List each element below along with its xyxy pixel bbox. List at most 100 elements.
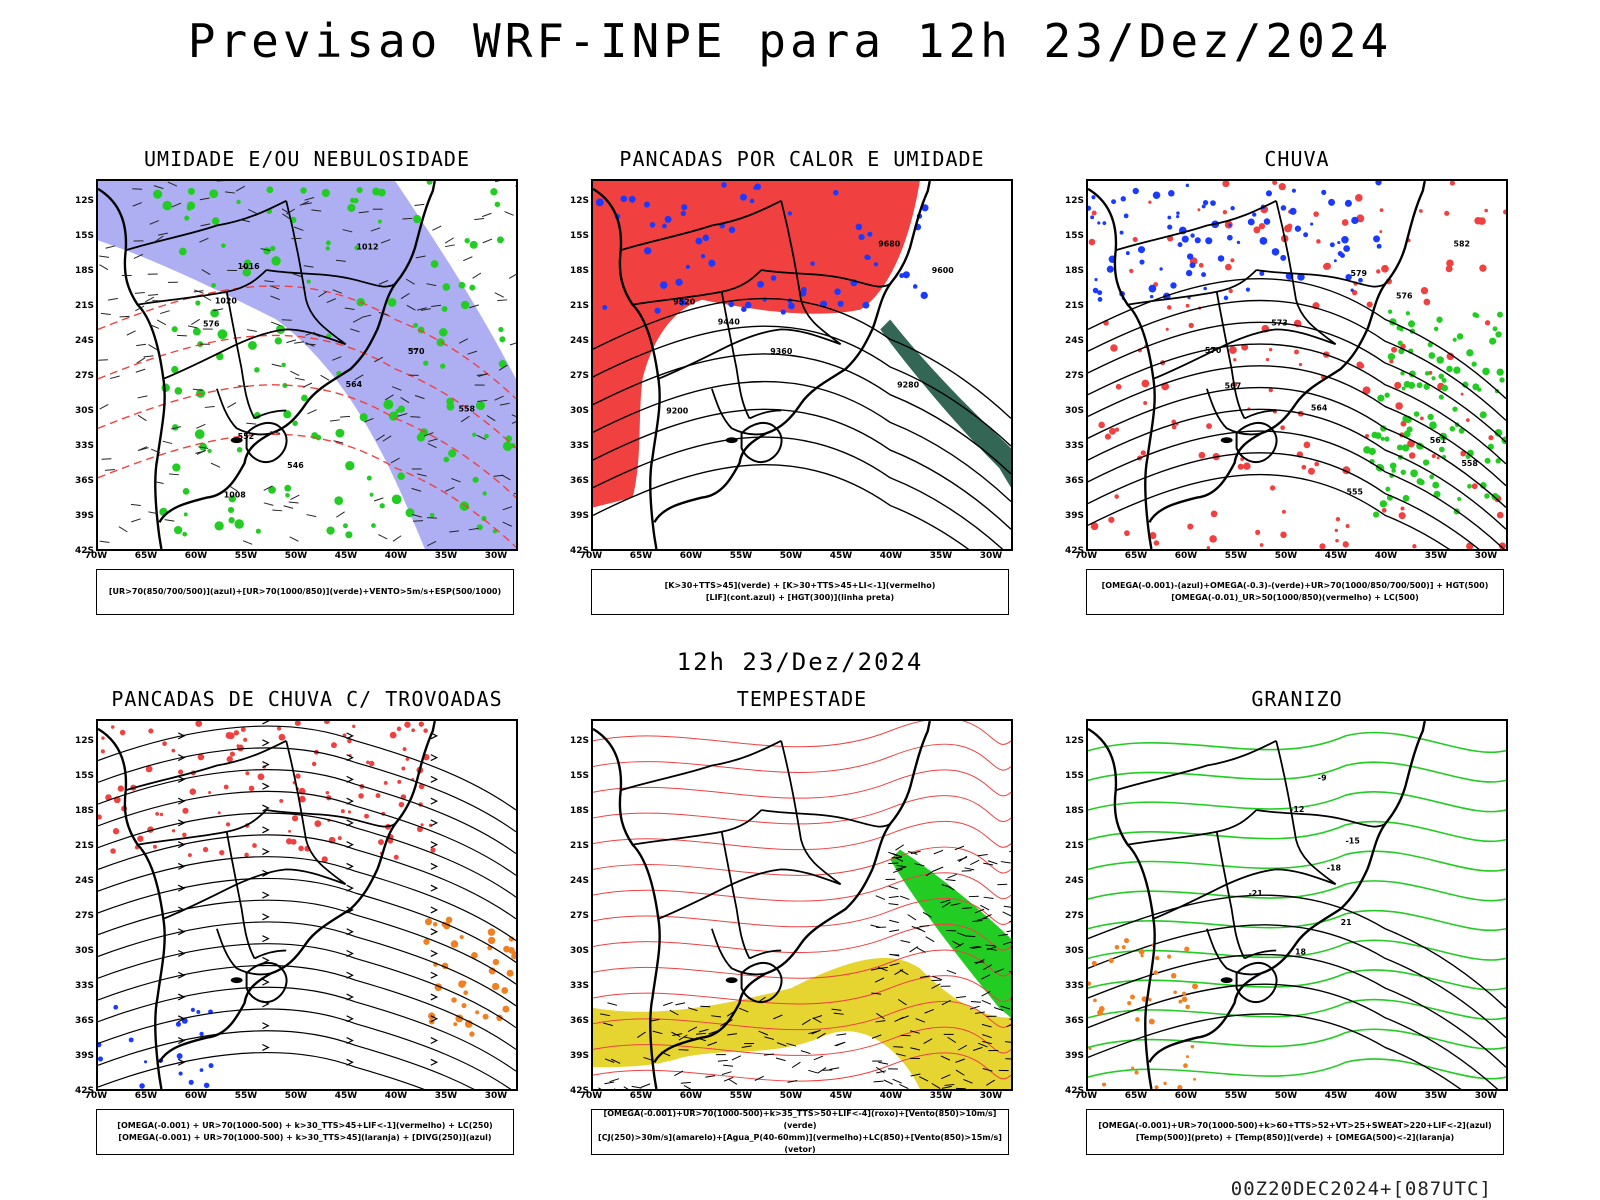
wind-vector [640, 1083, 651, 1088]
map-pancadas-trovoadas [96, 719, 518, 1091]
wind-vector [302, 202, 312, 206]
humidity-low-level [216, 352, 224, 361]
omega-area [1185, 269, 1193, 277]
lat-tick-label: 21S [569, 301, 589, 311]
k-tts-area [880, 319, 1011, 488]
humidity-low-level [243, 259, 252, 267]
streamline-arrow [346, 928, 354, 936]
lif-contour [620, 195, 628, 203]
wind-vector [919, 975, 930, 978]
wind-vector [787, 1080, 798, 1083]
lat-tick-label: 33S [74, 981, 94, 991]
omega-area [1132, 187, 1139, 195]
lat-tick-label: 27S [1064, 371, 1084, 381]
wind-vector [933, 866, 944, 872]
wind-vector [213, 308, 224, 312]
divergence-area [208, 1063, 214, 1069]
wind-vector [373, 497, 384, 502]
omega-strong-area [1432, 481, 1440, 489]
panel-title: UMIDADE E/OU NEBULOSIDADE [143, 147, 471, 171]
wind-vector [472, 272, 482, 279]
lon-tick-label: 40W [384, 1091, 408, 1101]
omega-strong-area [1406, 426, 1413, 433]
border-line [125, 199, 287, 252]
humidity-low-level [494, 201, 501, 208]
rain-heavy [1140, 450, 1146, 456]
lat-tick-label: 33S [1064, 981, 1084, 991]
omega-strong-area [1377, 394, 1385, 402]
lon-tick-label: 55W [1224, 551, 1248, 561]
lon-tick-label: 30W [979, 1091, 1003, 1101]
thunder-area [202, 846, 209, 853]
thunder-area [189, 788, 197, 795]
humidity-low-level [210, 308, 219, 318]
coastline [1088, 181, 1426, 549]
wind-vector [380, 239, 391, 244]
map-canvas [593, 721, 1011, 1089]
wind-vector [143, 355, 154, 358]
wind-vector [889, 929, 900, 933]
omega-strong-area [1387, 353, 1396, 361]
rain-heavy [1222, 209, 1228, 215]
wind-vector [196, 423, 206, 429]
omega-area [1341, 236, 1349, 244]
humidity-low-level [395, 408, 400, 414]
wind-vector [1009, 850, 1011, 853]
omega-strong-area [1423, 383, 1430, 390]
omega-strong-area [1492, 326, 1498, 332]
lat-tick-label: 12S [569, 196, 589, 206]
wind-vector [187, 325, 198, 329]
temp850-contour [1088, 761, 1506, 783]
wind-vector [721, 1071, 732, 1076]
convective-area [487, 928, 496, 936]
lat-tick-label: 12S [74, 736, 94, 746]
humidity-low-level [183, 512, 188, 517]
streamline-arrow [430, 797, 439, 805]
wind-vector [504, 211, 514, 216]
rain-heavy [1345, 523, 1350, 529]
omega500-area [1184, 946, 1190, 952]
wind-vector [643, 1056, 654, 1061]
omega-strong-area [1452, 337, 1457, 342]
contour-label: 570 [1205, 346, 1222, 355]
contour-label: 546 [287, 461, 304, 470]
rain-heavy [1398, 512, 1406, 520]
wind-vector [994, 968, 1005, 974]
legend-line: [OMEGA(-0.001)-(azul)+OMEGA(-0.3)-(verde… [1101, 581, 1489, 590]
rain-heavy [1394, 381, 1402, 389]
wind-vector [501, 474, 511, 481]
wind-vector [474, 218, 485, 221]
streamline-arrow [262, 782, 270, 790]
streamline-arrow [346, 841, 354, 849]
rain-heavy [1198, 451, 1206, 459]
wind-vector [260, 248, 271, 252]
border-line [254, 949, 287, 960]
omega-strong-area [1446, 365, 1453, 373]
divergence-area [128, 1037, 134, 1043]
wind-vector [871, 1034, 882, 1039]
lif-contour [739, 193, 747, 201]
thunder-area [117, 785, 124, 792]
wind-vector [137, 414, 147, 422]
main-title: Previsao WRF-INPE para 12h 23/Dez/2024 [187, 14, 1393, 68]
omega500-area [1088, 981, 1092, 986]
wind-vector [144, 296, 155, 303]
lif-contour [770, 275, 777, 281]
contour-label: 576 [1396, 292, 1413, 301]
wind-vector [1003, 941, 1011, 945]
omega-strong-area [1391, 468, 1396, 473]
wind-vector [109, 375, 120, 380]
omega500-area [1185, 1004, 1190, 1010]
wind-vector [192, 388, 203, 391]
wind-vector [900, 940, 911, 943]
wind-vector [242, 265, 252, 270]
omega-strong-area [1495, 458, 1501, 464]
omega-area [1091, 195, 1096, 200]
lat-tick-label: 15S [74, 771, 94, 781]
precipitable-water-contour [593, 898, 1011, 928]
wind-vector [801, 1019, 811, 1026]
wind-vector [874, 977, 885, 983]
lat-tick-label: 24S [74, 876, 94, 886]
lon-tick-label: 40W [879, 551, 903, 561]
border-line [1256, 809, 1386, 828]
